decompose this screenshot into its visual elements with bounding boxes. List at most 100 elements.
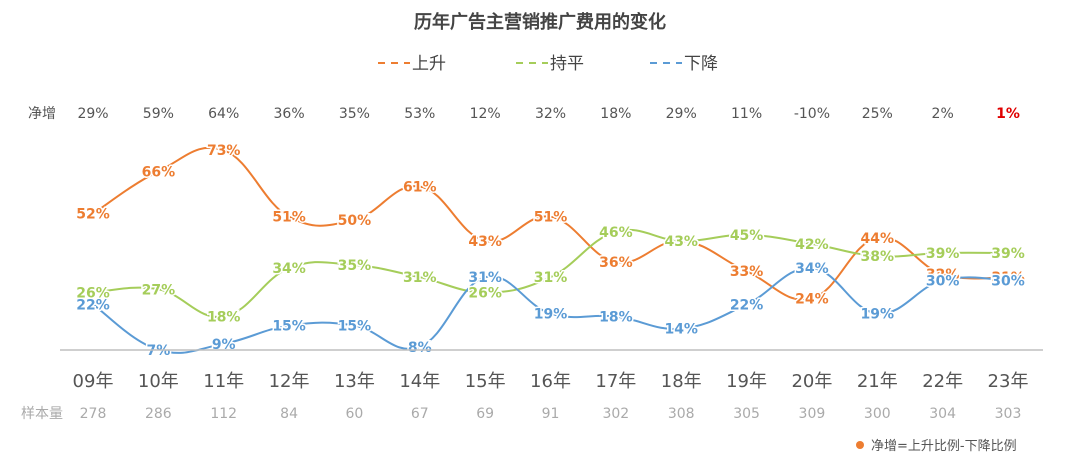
data-label-1-0: 26% — [76, 285, 110, 301]
net-value-3: 36% — [274, 106, 305, 122]
x-tick-label-7: 16年 — [530, 371, 571, 392]
sample-value-8: 302 — [602, 406, 629, 422]
legend-label-1: 持平 — [550, 54, 584, 74]
data-label-0-0: 52% — [76, 207, 110, 223]
net-value-12: 25% — [862, 106, 893, 122]
data-label-2-6: 31% — [468, 270, 502, 286]
x-tick-label-10: 19年 — [726, 371, 767, 392]
sample-value-5: 67 — [411, 406, 429, 422]
net-value-6: 12% — [470, 106, 501, 122]
data-label-2-12: 19% — [861, 307, 895, 323]
sample-value-0: 278 — [80, 406, 107, 422]
data-label-2-9: 14% — [664, 322, 698, 338]
net-increase-row: 净增 29% 59% 64% 36% 35% 53% 12% 32% 18% 29% 11% -10% 2… — [28, 106, 1020, 122]
plot-area: 52% 66% 73% 51% 50% 61% 43% 51% 36% 43% 33% 24% 44% 3… — [75, 142, 1027, 361]
data-label-2-13: 30% — [926, 273, 960, 289]
x-tick-label-5: 14年 — [399, 371, 440, 392]
sample-value-9: 308 — [668, 406, 695, 422]
data-label-1-8: 46% — [599, 225, 633, 241]
data-label-2-7: 19% — [534, 307, 568, 323]
data-label-1-7: 31% — [534, 270, 568, 286]
net-value-4: 35% — [339, 106, 370, 122]
net-value-5: 53% — [404, 106, 435, 122]
x-tick-label-1: 10年 — [138, 371, 179, 392]
x-tick-label-13: 22年 — [922, 371, 963, 392]
chart-legend: 上升 持平 下降 — [378, 54, 718, 74]
series-line-1 — [92, 228, 1009, 318]
sample-value-12: 300 — [864, 406, 891, 422]
data-label-1-1: 27% — [142, 282, 176, 298]
data-label-0-6: 43% — [468, 234, 502, 250]
data-label-0-7: 51% — [534, 210, 568, 226]
data-label-1-13: 39% — [926, 246, 960, 262]
sample-value-4: 60 — [346, 406, 364, 422]
x-axis-ticks: 09年 10年 11年 12年 13年 14年 15年 16年 17年 18年 19年 20年 21年 2… — [73, 371, 1029, 392]
x-tick-label-14: 23年 — [988, 371, 1029, 392]
data-label-1-9: 43% — [664, 234, 698, 250]
net-row-label: 净增 — [28, 106, 56, 122]
x-tick-label-11: 20年 — [791, 371, 832, 392]
data-label-2-11: 34% — [795, 261, 829, 277]
data-label-2-8: 18% — [599, 310, 633, 326]
data-label-0-14: 31% — [991, 270, 1025, 286]
net-value-2: 64% — [208, 106, 239, 122]
x-tick-label-2: 11年 — [203, 371, 244, 392]
data-label-1-12: 38% — [861, 249, 895, 265]
sample-row-label: 样本量 — [21, 406, 63, 422]
data-label-0-5: 61% — [403, 179, 437, 195]
legend-label-0: 上升 — [412, 54, 446, 74]
net-value-1: 59% — [143, 106, 174, 122]
x-tick-label-4: 13年 — [334, 371, 375, 392]
data-label-2-3: 15% — [272, 319, 306, 335]
x-tick-label-6: 15年 — [465, 371, 506, 392]
sample-value-1: 286 — [145, 406, 172, 422]
data-label-0-4: 50% — [338, 213, 372, 229]
footnote-dot-icon — [856, 441, 864, 449]
x-tick-label-12: 21年 — [857, 371, 898, 392]
series-line-2 — [92, 267, 1009, 354]
data-label-2-10: 22% — [730, 297, 764, 313]
sample-value-2: 112 — [210, 406, 237, 422]
data-label-0-10: 33% — [730, 264, 764, 280]
x-tick-label-8: 17年 — [595, 371, 636, 392]
data-label-0-12: 44% — [861, 231, 895, 247]
net-value-0: 29% — [77, 106, 108, 122]
sample-value-7: 91 — [542, 406, 560, 422]
sample-value-11: 309 — [799, 406, 826, 422]
data-label-0-2: 73% — [207, 143, 241, 159]
sample-value-6: 69 — [476, 406, 494, 422]
footnote-text: 净增=上升比例-下降比例 — [871, 439, 1017, 454]
data-label-0-1: 66% — [142, 164, 176, 180]
sample-size-row: 样本量 278 286 112 84 60 67 69 91 302 308 305 309 300 304… — [21, 406, 1021, 422]
data-label-1-11: 42% — [795, 237, 829, 253]
sample-value-3: 84 — [280, 406, 298, 422]
data-label-2-5: 8% — [408, 340, 432, 356]
net-value-10: 11% — [731, 106, 762, 122]
data-label-2-1: 7% — [146, 343, 170, 359]
data-label-0-11: 24% — [795, 291, 829, 307]
net-value-8: 18% — [600, 106, 631, 122]
net-value-7: 32% — [535, 106, 566, 122]
data-label-1-6: 26% — [468, 285, 502, 301]
chart-title: 历年广告主营销推广费用的变化 — [414, 11, 666, 33]
sample-value-14: 303 — [995, 406, 1022, 422]
data-label-0-3: 51% — [272, 210, 306, 226]
legend-label-2: 下降 — [684, 54, 718, 74]
x-tick-label-3: 12年 — [269, 371, 310, 392]
net-value-11: -10% — [794, 106, 830, 122]
net-value-13: 2% — [932, 106, 954, 122]
net-value-14: 1% — [996, 106, 1020, 122]
sample-value-10: 305 — [733, 406, 760, 422]
sample-value-13: 304 — [929, 406, 956, 422]
data-label-1-2: 18% — [207, 310, 241, 326]
x-tick-label-9: 18年 — [661, 371, 702, 392]
data-label-1-14: 39% — [991, 246, 1025, 262]
x-tick-label-0: 09年 — [73, 371, 114, 392]
net-value-9: 29% — [666, 106, 697, 122]
data-label-0-9: 43% — [664, 234, 698, 250]
data-label-1-5: 31% — [403, 270, 437, 286]
data-label-1-3: 34% — [272, 261, 306, 277]
data-label-2-0: 22% — [76, 297, 110, 313]
data-label-0-8: 36% — [599, 255, 633, 271]
